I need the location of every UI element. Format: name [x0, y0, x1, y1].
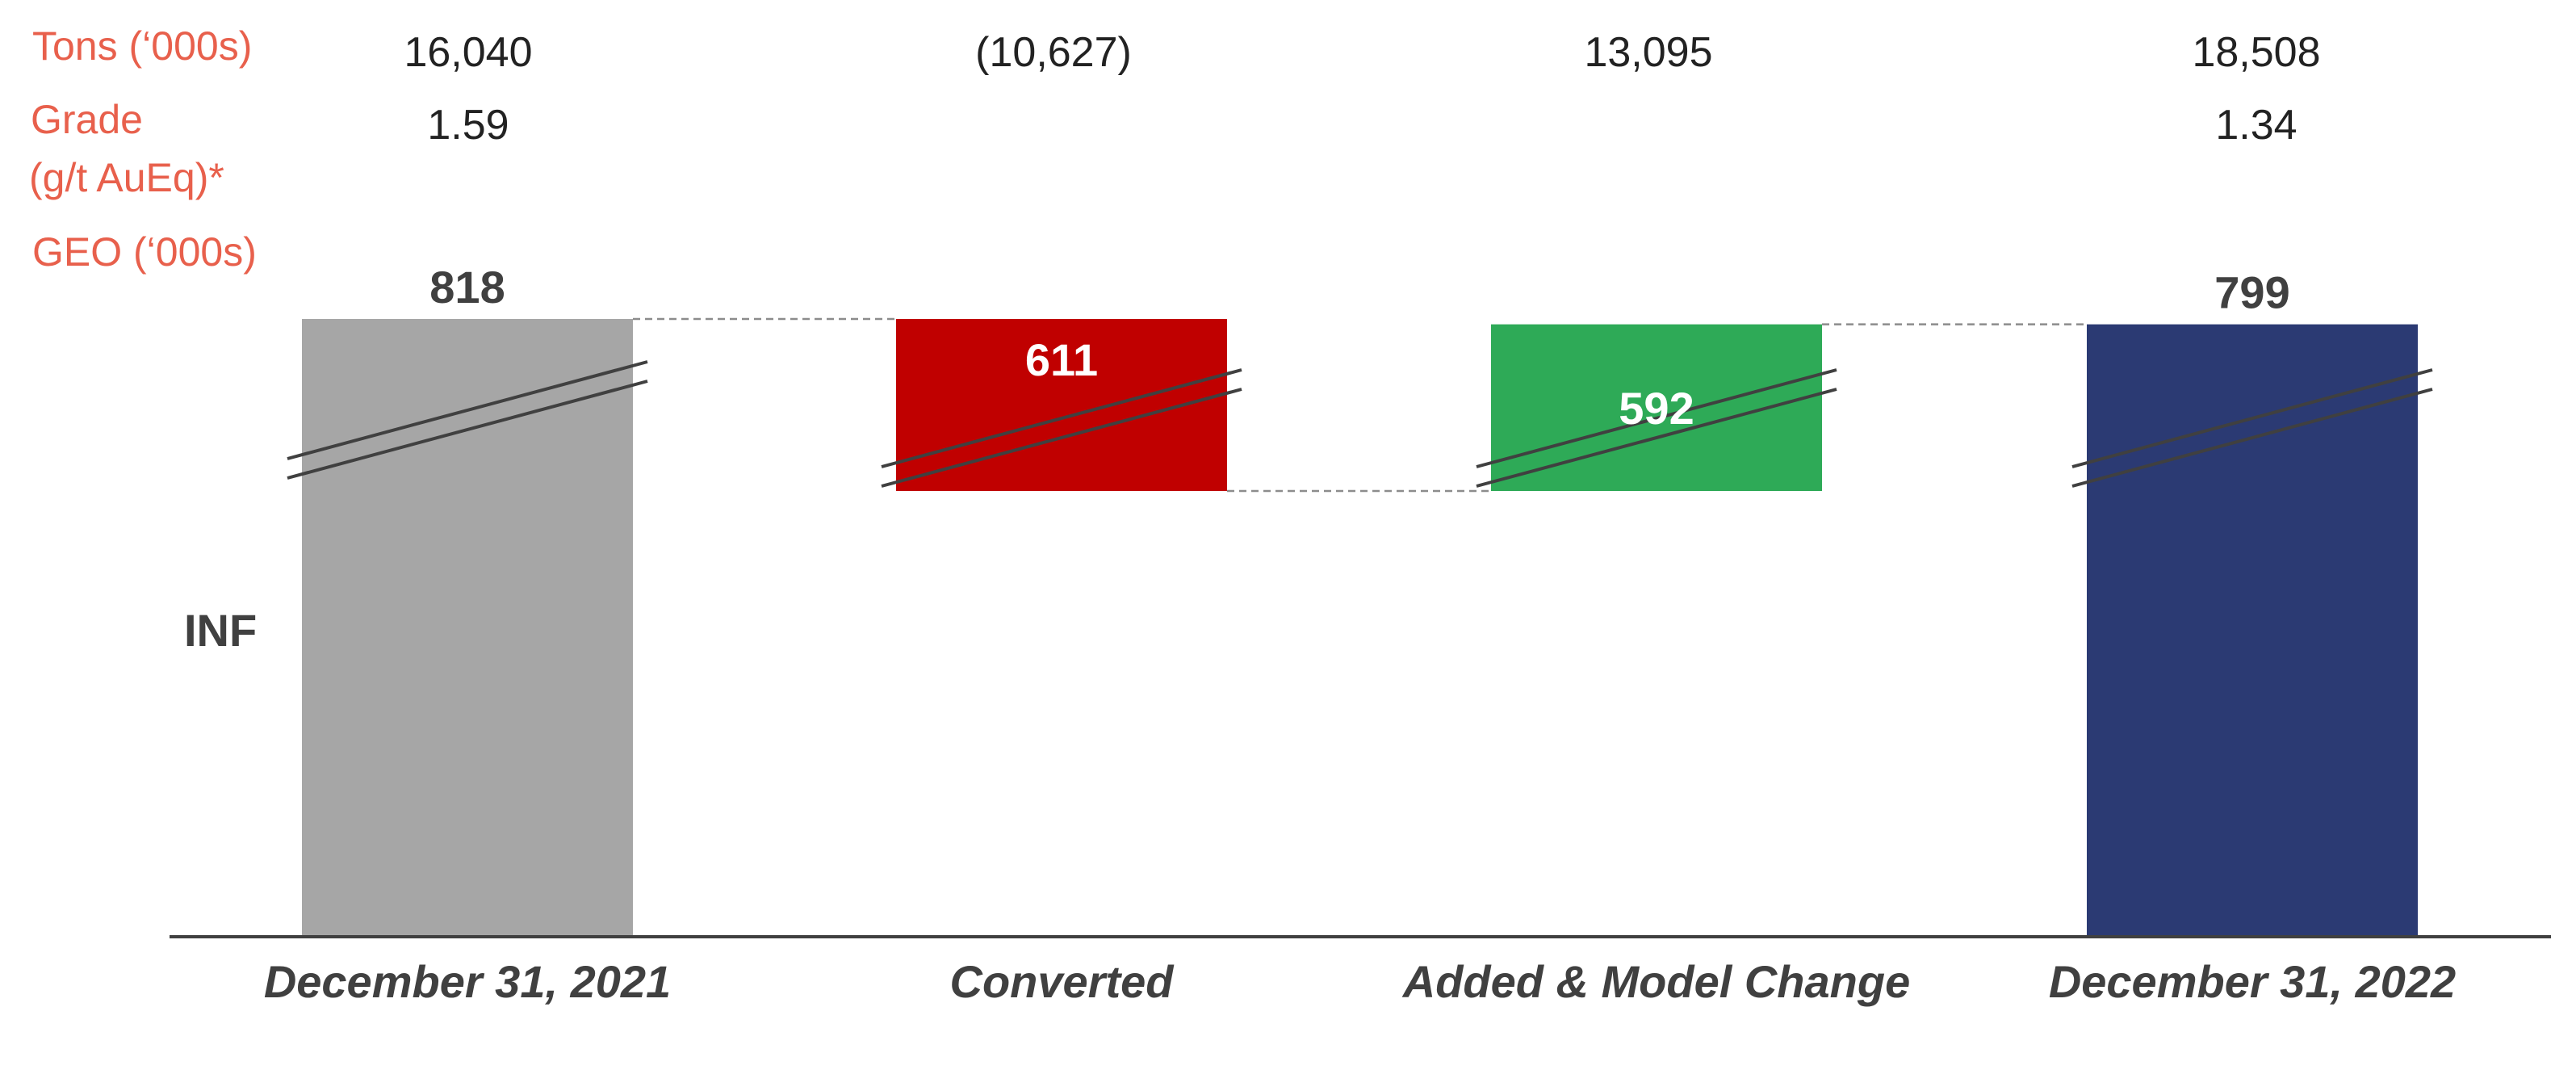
category-label: December 31, 2022 [2049, 956, 2456, 1007]
bar-total [2087, 324, 2418, 938]
axis-break-mark [2071, 388, 2433, 488]
grade-value: 1.59 [427, 102, 509, 149]
tons-value: (10,627) [975, 29, 1132, 76]
row-label-geo: GEO (‘000s) [32, 229, 257, 275]
tons-value: 13,095 [1584, 29, 1712, 76]
tons-value: 18,508 [2192, 29, 2320, 76]
row-label-grade: Grade [31, 97, 143, 142]
row-label-grade-unit: (g/t AuEq)* [29, 155, 224, 200]
grade-value: 1.34 [2215, 102, 2297, 149]
category-label: December 31, 2021 [264, 956, 671, 1007]
axis-break-mark [881, 388, 1242, 488]
inf-label: INF [184, 605, 257, 656]
bar-total [302, 319, 633, 937]
category-label: Added & Model Change [1401, 956, 1910, 1007]
category-label: Converted [950, 956, 1175, 1007]
data-label: 799 [2214, 267, 2289, 318]
axis-break-mark [1476, 388, 1837, 488]
axis-break-mark [1476, 368, 1837, 468]
data-label: 592 [1619, 383, 1694, 434]
axis-break-mark [2071, 368, 2433, 468]
data-label: 611 [1025, 334, 1098, 385]
axis-break-mark [287, 360, 648, 460]
axis-break-mark [881, 368, 1242, 468]
data-table: Tons (‘000s) Grade (g/t AuEq)* GEO (‘000… [29, 23, 2321, 275]
tons-value: 16,040 [404, 29, 532, 76]
axis-break-mark [287, 380, 648, 480]
row-label-tons: Tons (‘000s) [32, 23, 252, 69]
data-label: 818 [429, 262, 505, 313]
bar-decrease [896, 319, 1227, 491]
